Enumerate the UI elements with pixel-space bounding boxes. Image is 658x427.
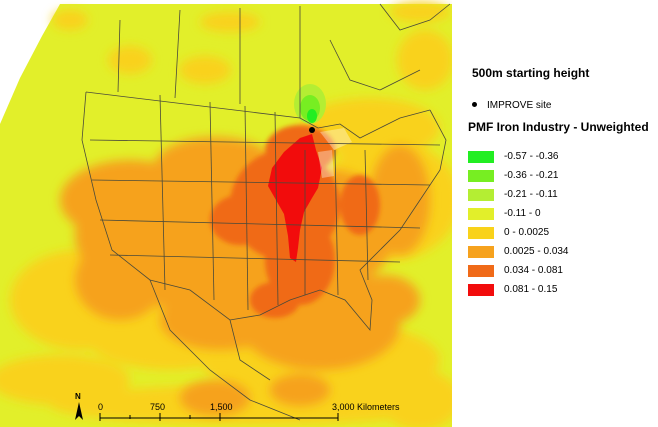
legend-bin: -0.21 - -0.11: [468, 185, 569, 204]
legend-bin: -0.11 - 0: [468, 204, 569, 223]
negative-zone: [294, 84, 326, 124]
legend-panel: 500m starting height IMPROVE site PMF Ir…: [456, 0, 656, 427]
site-marker-label: IMPROVE site: [487, 100, 552, 111]
scale-tick-750: 750: [150, 402, 166, 412]
scale-bar-graphic: [99, 413, 339, 421]
legend-swatch: [468, 169, 494, 182]
legend-bin: 0.034 - 0.081: [468, 261, 569, 280]
legend-bin-label: 0.081 - 0.15: [504, 284, 558, 295]
legend-bin: -0.36 - -0.21: [468, 166, 569, 185]
north-arrow-label: N: [75, 392, 81, 401]
legend-bin-label: -0.11 - 0: [504, 208, 541, 219]
concentration-map: [0, 2, 452, 427]
scale-tick-0: 0: [98, 402, 104, 412]
scale-tick-3000: 3,000 Kilometers: [332, 402, 400, 412]
north-arrow: N: [72, 392, 86, 422]
legend-swatch: [468, 283, 494, 296]
legend-bin-label: -0.36 - -0.21: [504, 170, 559, 181]
map-panel: N 0 750 1,500 3,000 Kilometers: [0, 0, 452, 427]
legend-bin: -0.57 - -0.36: [468, 147, 569, 166]
legend-bin: 0.0025 - 0.034: [468, 242, 569, 261]
legend-bins: -0.57 - -0.36 -0.36 - -0.21 -0.21 - -0.1…: [468, 147, 569, 299]
legend-swatch: [468, 188, 494, 201]
site-dot-icon: [472, 101, 477, 107]
legend-swatch: [468, 264, 494, 277]
legend-bin-label: 0.0025 - 0.034: [504, 246, 569, 257]
scale-tick-1500: 1,500: [210, 402, 233, 412]
legend-swatch: [468, 150, 494, 163]
starting-height-label: 500m starting height: [472, 66, 590, 80]
legend-bin-label: 0 - 0.0025: [504, 227, 550, 238]
legend-bin-label: 0.034 - 0.081: [504, 265, 563, 276]
legend-title: PMF Iron Industry - Unweighted: [468, 120, 649, 134]
site-marker-key: IMPROVE site: [472, 100, 551, 111]
north-arrow-icon: [75, 402, 83, 420]
legend-swatch: [468, 245, 494, 258]
water-shapes: [318, 128, 352, 178]
legend-swatch: [468, 207, 494, 220]
improve-site-marker: [309, 127, 315, 133]
legend-bin: 0 - 0.0025: [468, 223, 569, 242]
legend-bin: 0.081 - 0.15: [468, 280, 569, 299]
legend-swatch: [468, 226, 494, 239]
legend-bin-label: -0.57 - -0.36: [504, 151, 559, 162]
red-plume: [268, 134, 322, 262]
boundary-lines: [81, 3, 451, 421]
scale-bar: 0 750 1,500 3,000 Kilometers: [98, 402, 418, 426]
legend-bin-label: -0.21 - -0.11: [504, 189, 558, 200]
